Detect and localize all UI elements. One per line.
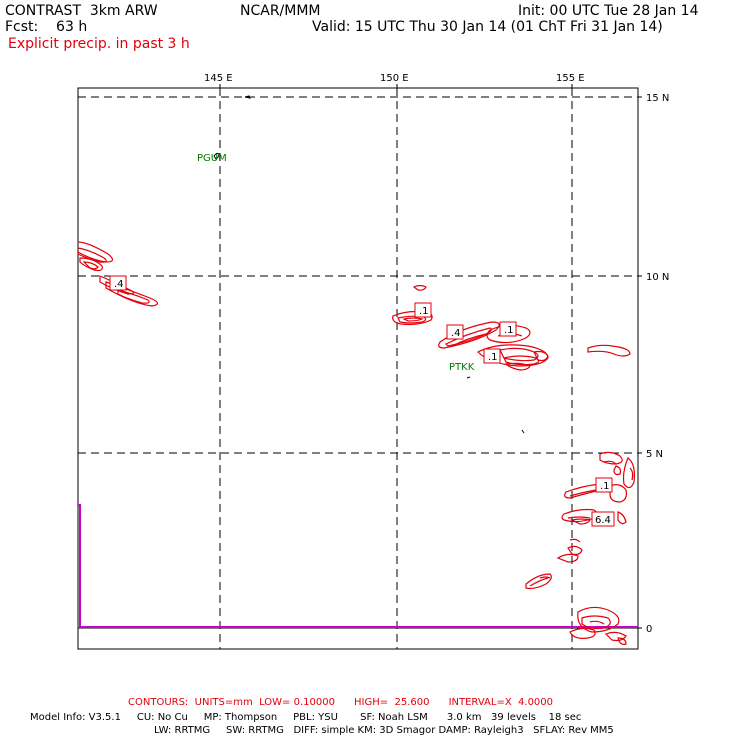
lat-label-0: 0 bbox=[646, 624, 652, 635]
svg-text:.1: .1 bbox=[488, 352, 498, 363]
contour-label-2: .1 bbox=[414, 302, 432, 318]
svg-text:.1: .1 bbox=[600, 481, 610, 492]
model-title: CONTRAST 3km ARW bbox=[5, 3, 158, 19]
svg-text:.4: .4 bbox=[451, 328, 461, 339]
precip-contours bbox=[77, 241, 635, 645]
contour-label-4: .1 bbox=[499, 321, 517, 337]
svg-text:6.4: 6.4 bbox=[595, 515, 611, 526]
svg-text:.1: .1 bbox=[419, 306, 429, 317]
domain-boundary bbox=[78, 504, 638, 628]
map-frame bbox=[77, 87, 639, 650]
init-time: Init: 00 UTC Tue 28 Jan 14 bbox=[518, 3, 699, 19]
lat-lon-grid bbox=[78, 88, 638, 649]
svg-text:.4: .4 bbox=[114, 279, 124, 290]
axis-ticks bbox=[219, 84, 642, 629]
contour-label-5: .1 bbox=[483, 348, 501, 364]
contour-label-3: .4 bbox=[446, 324, 464, 340]
contour-cluster-west bbox=[77, 241, 159, 307]
contour-label-7: 6.4 bbox=[591, 511, 615, 527]
lon-label-150e: 150 E bbox=[380, 73, 409, 84]
model-info-line-1: Model Info: V3.5.1 CU: No Cu MP: Thompso… bbox=[30, 712, 582, 723]
lon-label-155e: 155 E bbox=[556, 73, 585, 84]
contour-cluster-east bbox=[525, 344, 635, 645]
lat-label-10n: 10 N bbox=[646, 272, 669, 283]
field-title: Explicit precip. in past 3 h bbox=[8, 36, 190, 52]
coastlines bbox=[213, 95, 525, 434]
lon-label-145e: 145 E bbox=[204, 73, 233, 84]
contour-info: CONTOURS: UNITS=mm LOW= 0.10000 HIGH= 25… bbox=[128, 697, 554, 708]
contour-label-6: .1 bbox=[595, 477, 613, 493]
lat-label-15n: 15 N bbox=[646, 93, 669, 104]
organization-label: NCAR/MMM bbox=[240, 3, 321, 19]
lat-label-5n: 5 N bbox=[646, 449, 663, 460]
svg-text:.1: .1 bbox=[504, 325, 514, 336]
contour-cluster-central bbox=[392, 284, 549, 371]
contour-label-1: .4 bbox=[109, 275, 127, 291]
valid-time: Valid: 15 UTC Thu 30 Jan 14 (01 ChT Fri … bbox=[312, 19, 663, 35]
model-info-line-2: LW: RRTMG SW: RRTMG DIFF: simple KM: 3D … bbox=[154, 725, 614, 736]
forecast-hour: Fcst: 63 h bbox=[5, 19, 88, 35]
contour-value-labels: .4 .1 .4 .1 .1 .1 6.4 bbox=[109, 275, 615, 527]
station-ptkk: PTKK bbox=[449, 362, 475, 373]
station-pgum: PGUM bbox=[197, 153, 227, 164]
